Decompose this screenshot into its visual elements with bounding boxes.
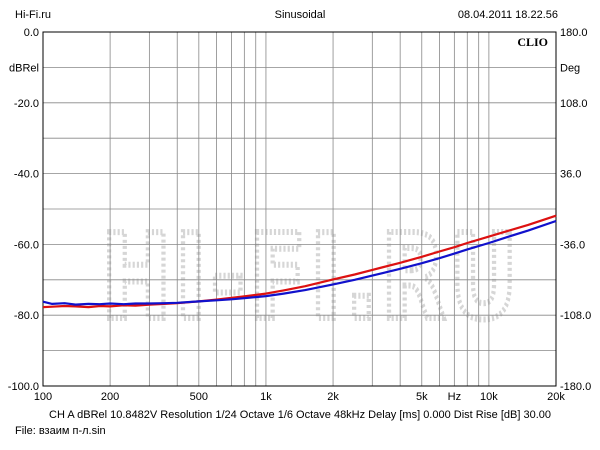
plot-frame (42, 31, 557, 387)
header-timestamp: 08.04.2011 18.22.56 (457, 9, 558, 21)
x-unit-label: Hz (448, 391, 461, 403)
y2-tick-label: -36.0 (560, 239, 585, 251)
channel-info: CH A dBRel 10.8482V Resolution 1/24 Octa… (49, 409, 551, 421)
y2-tick-label: -108.0 (560, 310, 591, 322)
x-tick-label: 1k (260, 391, 272, 403)
y-tick-label: -100.0 (8, 381, 39, 393)
watermark-text: HI-FI.RU (102, 208, 522, 346)
x-tick-label: 2k (327, 391, 339, 403)
y2-tick-label: 36.0 (560, 169, 581, 181)
x-tick-label: 5k (416, 391, 428, 403)
y2-tick-label: 108.0 (560, 98, 588, 110)
x-tick-label: 200 (101, 391, 119, 403)
series-line-red (42, 214, 557, 309)
header-measurement-type: Sinusoidal (274, 9, 326, 21)
y-tick-label: 0.0 (24, 27, 39, 39)
header-site-label: Hi-Fi.ru (15, 9, 52, 21)
x-tick-label: 10k (480, 391, 498, 403)
y-tick-label: -80.0 (14, 310, 39, 322)
x-tick-label: 500 (190, 391, 208, 403)
chart-series (42, 214, 557, 309)
y2-unit-label: Deg (560, 62, 580, 74)
y-tick-label: -40.0 (14, 169, 39, 181)
y2-tick-label: 180.0 (560, 27, 588, 39)
watermark: HI-FI.RU (99, 205, 522, 349)
file-name: File: взаим п-л.sin (15, 425, 106, 437)
brand-label: CLIO (517, 35, 548, 49)
axis-labels: 100 200 500 1k 2k 5k 10k 20k Hz 0.0 -20.0 -40.0 -60.… (8, 27, 591, 403)
y-tick-label: -20.0 (14, 98, 39, 110)
y2-tick-label: -180.0 (560, 381, 591, 393)
x-tick-label: 20k (547, 391, 565, 403)
y-tick-label: -60.0 (14, 239, 39, 251)
chart-grid (43, 32, 556, 386)
series-line-blue (42, 219, 557, 306)
y-unit-label: dBRel (9, 62, 39, 74)
x-tick-label: 100 (34, 391, 52, 403)
